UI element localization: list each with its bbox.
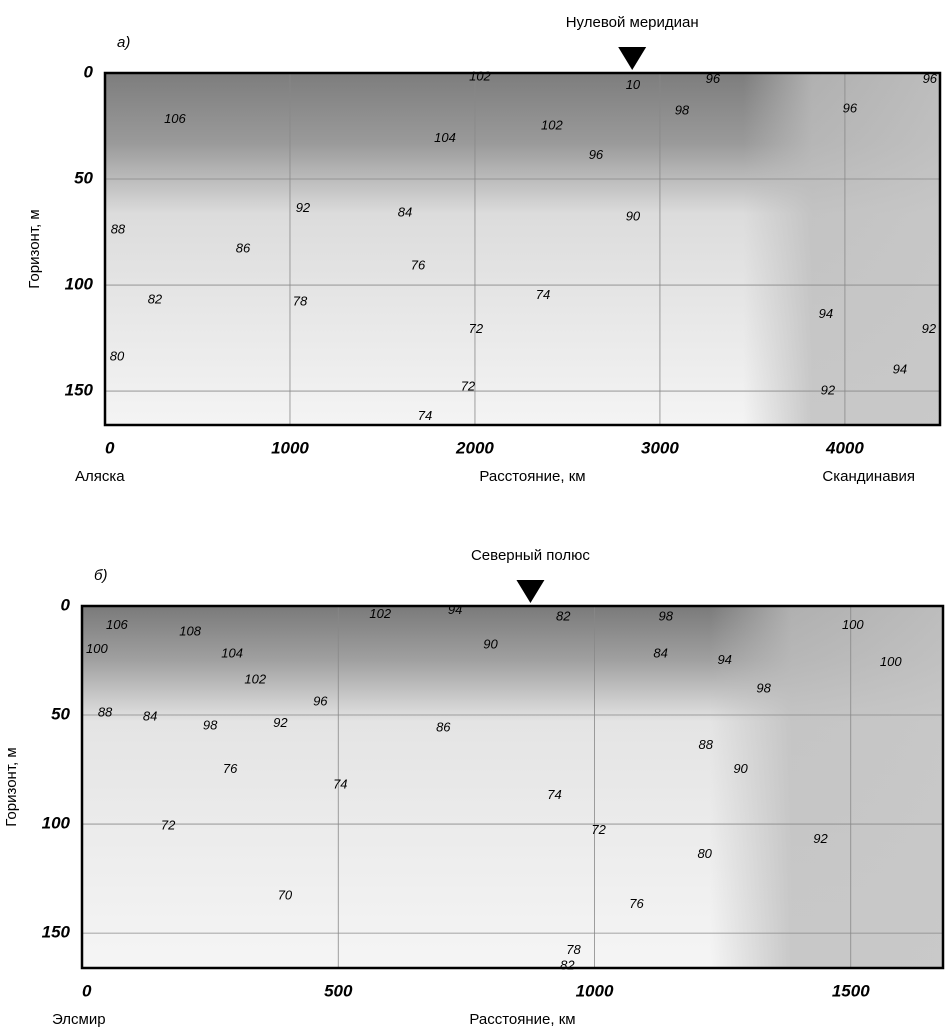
contour-label: 76 <box>411 257 426 272</box>
contour-label: 102 <box>469 69 491 84</box>
panel-label: б) <box>94 567 107 584</box>
x-axis-label: Расстояние, км <box>479 468 585 485</box>
contour-label: 90 <box>626 209 641 224</box>
contour-label: 80 <box>110 349 125 364</box>
contour-label: 98 <box>756 680 771 695</box>
edge-label: Скандинавия <box>822 468 915 485</box>
y-tick-label: 150 <box>42 923 71 942</box>
contour-label: 84 <box>143 709 157 724</box>
x-tick-label: 500 <box>324 981 353 1000</box>
contour-label: 88 <box>98 704 113 719</box>
contour-label: 96 <box>923 71 938 86</box>
contour-label: 92 <box>813 831 828 846</box>
contour-label: 94 <box>717 652 731 667</box>
y-tick-label: 0 <box>84 62 94 81</box>
contour-label: 90 <box>733 761 748 776</box>
contour-label: 80 <box>697 846 712 861</box>
contour-label: 102 <box>244 672 266 687</box>
contour-label: 72 <box>461 378 476 393</box>
contour-label: 106 <box>106 617 128 632</box>
x-tick-label: 1000 <box>576 981 614 1000</box>
contour-label: 82 <box>556 608 571 623</box>
contour-label: 102 <box>369 606 391 621</box>
y-tick-label: 100 <box>42 814 71 833</box>
plot-frame <box>103 71 942 427</box>
contour-label: 70 <box>278 887 293 902</box>
field-shading <box>743 73 940 425</box>
contour-label: 98 <box>203 717 218 732</box>
x-tick-label: 3000 <box>641 438 679 457</box>
y-axis-label: Горизонт, м <box>3 747 20 826</box>
contour-label: 92 <box>922 321 937 336</box>
edge-label: Элсмир <box>52 1011 106 1028</box>
contour-label: 84 <box>653 645 667 660</box>
contour-label: 92 <box>296 200 311 215</box>
contour-label: 104 <box>434 130 456 145</box>
contour-label: 78 <box>566 942 581 957</box>
contour-label: 72 <box>591 822 606 837</box>
contour-label: 10 <box>626 77 641 92</box>
y-axis-label: Горизонт, м <box>26 209 43 288</box>
contour-label: 96 <box>706 71 721 86</box>
y-tick-label: 150 <box>65 381 94 400</box>
y-tick-label: 50 <box>74 169 93 188</box>
panel-label: а) <box>117 34 130 51</box>
contour-label: 74 <box>536 287 550 302</box>
contour-label: 74 <box>418 408 432 423</box>
contour-label: 74 <box>547 787 561 802</box>
y-tick-label: 0 <box>61 595 71 614</box>
contour-label: 106 <box>164 111 186 126</box>
contour-label: 100 <box>86 641 108 656</box>
contour-label: 98 <box>659 608 674 623</box>
edge-label: Аляска <box>75 468 125 485</box>
contour-label: 94 <box>819 306 833 321</box>
contour-label: 96 <box>589 147 604 162</box>
contour-label: 88 <box>698 737 713 752</box>
marker-triangle <box>516 580 545 603</box>
contour-label: 108 <box>179 624 201 639</box>
marker-triangle <box>618 47 647 70</box>
contour-label: 96 <box>313 693 328 708</box>
x-tick-label: 1000 <box>271 438 309 457</box>
contour-label: 82 <box>560 957 575 972</box>
contour-label: 72 <box>161 818 176 833</box>
contour-label: 92 <box>273 715 288 730</box>
x-tick-label: 2000 <box>455 438 494 457</box>
contour-label: 94 <box>448 602 462 617</box>
contour-label: 78 <box>293 293 308 308</box>
contour-label: 86 <box>436 720 451 735</box>
contour-label: 96 <box>843 100 858 115</box>
contour-label: 100 <box>842 617 864 632</box>
contour-label: 102 <box>541 117 563 132</box>
contour-label: 94 <box>893 361 907 376</box>
x-tick-label: 0 <box>105 438 115 457</box>
contour-label: 88 <box>111 221 126 236</box>
contour-label: 100 <box>880 654 902 669</box>
contour-label: 98 <box>675 103 690 118</box>
contour-label: 86 <box>236 240 251 255</box>
marker-label: Северный полюс <box>471 547 590 564</box>
contour-label: 104 <box>221 645 243 660</box>
x-tick-label: 0 <box>82 981 92 1000</box>
contour-label: 76 <box>223 761 238 776</box>
contour-label: 82 <box>148 291 163 306</box>
x-axis-label: Расстояние, км <box>469 1011 575 1028</box>
contour-label: 72 <box>469 321 484 336</box>
contour-label: 92 <box>821 383 836 398</box>
y-tick-label: 50 <box>51 705 70 724</box>
x-tick-label: 4000 <box>825 438 864 457</box>
x-tick-label: 1500 <box>832 981 870 1000</box>
marker-label: Нулевой меридиан <box>566 14 699 31</box>
field-shading <box>709 606 943 968</box>
y-tick-label: 100 <box>65 275 94 294</box>
contour-label: 74 <box>333 776 347 791</box>
contour-label: 76 <box>629 896 644 911</box>
plot-frame <box>80 604 945 970</box>
contour-label: 90 <box>483 637 498 652</box>
contour-label: 84 <box>398 204 412 219</box>
